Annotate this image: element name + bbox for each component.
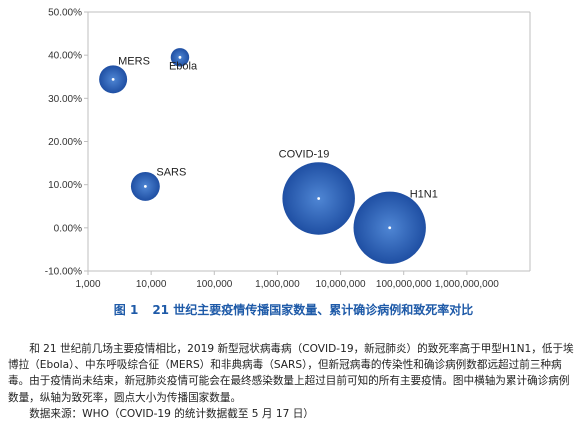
chart-axes: -10.00% 0.00% 10.00% 20.00% 30.00% 40.00% 50.0… — [45, 8, 531, 290]
y-tick-label: -10.00% — [45, 267, 82, 278]
bubble-center-dot — [388, 226, 392, 230]
x-tick-label: 10,000,000 — [316, 279, 366, 290]
bubble-label: H1N1 — [410, 189, 438, 201]
bubble-center-dot — [111, 77, 115, 81]
bubble-label: COVID-19 — [279, 148, 330, 160]
x-tick-label: 100,000,000 — [376, 279, 432, 290]
figure-caption: 图 1 21 世纪主要疫情传播国家数量、累计确诊病例和致死率对比 — [0, 301, 587, 318]
y-tick-label: 30.00% — [48, 94, 82, 105]
y-tick-label: 50.00% — [48, 8, 82, 19]
x-tick-label: 1,000,000,000 — [435, 279, 499, 290]
chart-bubbles — [99, 48, 426, 264]
body-paragraph: 和 21 世纪前几场主要疫情相比，2019 新型冠状病毒病（COVID-19，新… — [8, 343, 574, 404]
x-tick-label: 1,000 — [75, 279, 100, 290]
bubble-label: Ebola — [169, 60, 198, 72]
y-tick-label: 40.00% — [48, 51, 82, 62]
bubble-chart: -10.00% 0.00% 10.00% 20.00% 30.00% 40.00% 50.0… — [45, 8, 531, 290]
x-tick-label: 10,000 — [136, 279, 167, 290]
bubble-label: MERS — [118, 55, 150, 67]
bubble-center-dot — [317, 197, 321, 200]
data-source: 数据来源：WHO（COVID-19 的统计数据截至 5 月 17 日） — [29, 407, 314, 420]
figure-number: 图 1 — [113, 303, 139, 317]
y-tick-label: 20.00% — [48, 137, 82, 148]
y-tick-label: 10.00% — [48, 180, 82, 191]
bubble-center-dot — [143, 184, 147, 188]
x-tick-label: 100,000 — [196, 279, 233, 290]
bubble-label: SARS — [156, 166, 186, 178]
chart-bubble-labels: MERS Ebola SARS COVID-19 H1N1 — [118, 55, 438, 200]
figure-title: 21 世纪主要疫情传播国家数量、累计确诊病例和致死率对比 — [152, 303, 474, 317]
bubble-center-dot — [178, 55, 182, 59]
y-tick-label: 0.00% — [54, 223, 82, 234]
body-text: 和 21 世纪前几场主要疫情相比，2019 新型冠状病毒病（COVID-19，新… — [8, 341, 579, 422]
x-tick-label: 1,000,000 — [255, 279, 300, 290]
